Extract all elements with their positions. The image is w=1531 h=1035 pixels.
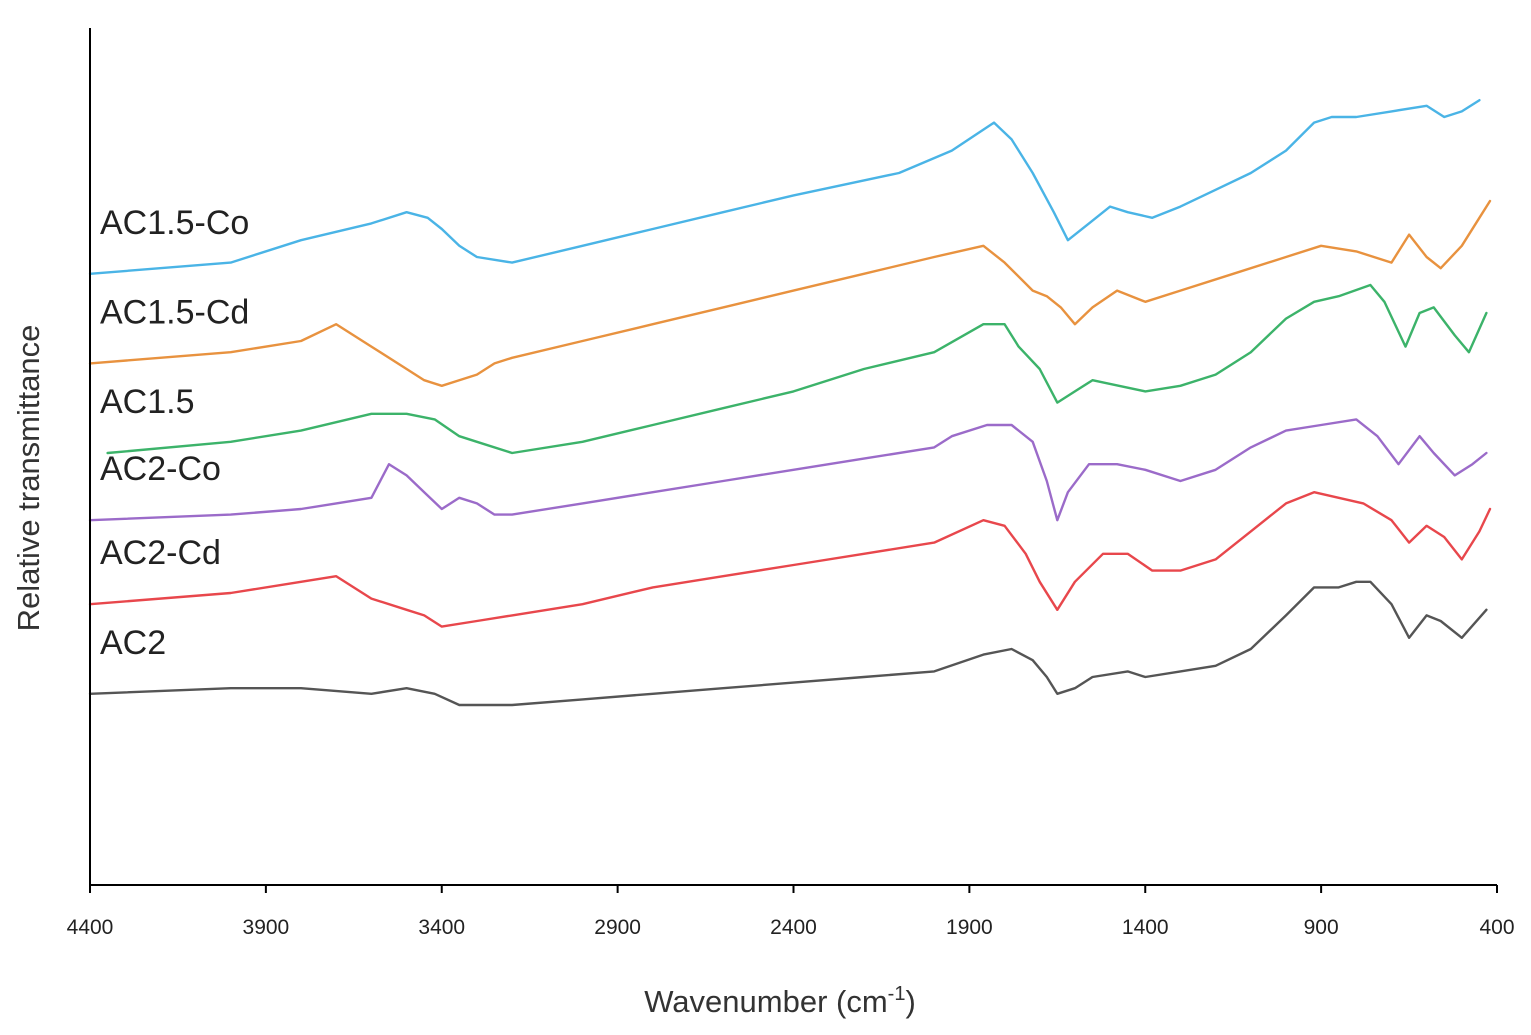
x-axis-title-superscript: -1 [888, 983, 906, 1005]
x-tick-label: 4400 [67, 916, 114, 939]
spectrum-line-ac2-cd [88, 491, 1492, 628]
x-tick-label: 3400 [418, 916, 465, 939]
y-axis-title: Relative transmittance [11, 325, 46, 632]
spectrum-line-ac1-5-cd [88, 199, 1492, 387]
x-axis-title: Wavenumber (cm-1) [644, 983, 916, 1019]
series-label: AC2-Cd [100, 534, 221, 572]
x-axis-title-main: Wavenumber (cm [644, 984, 887, 1019]
x-tick-label: 900 [1304, 916, 1339, 939]
x-tick-label: 400 [1479, 916, 1514, 939]
x-axis-title-suffix: ) [905, 984, 915, 1019]
x-axis-ticks: 4400 3900 3400 2900 2400 1900 1400 900 400 [67, 885, 1515, 939]
spectrum-line-ac1-5 [106, 283, 1488, 455]
x-tick-label: 2900 [594, 916, 641, 939]
spectrum-line-ac1-5-co [88, 99, 1481, 275]
x-tick-label: 1900 [946, 916, 993, 939]
series-label: AC2 [100, 624, 166, 662]
series-label: AC1.5-Cd [100, 293, 249, 331]
series-labels: AC1.5-Co AC1.5-Cd AC1.5 AC2-Co AC2-Cd AC2 [100, 204, 249, 662]
spectrum-line-ac2-co [88, 418, 1488, 522]
x-tick-label: 1400 [1122, 916, 1169, 939]
spectra-curves [88, 99, 1492, 707]
x-tick-label: 3900 [243, 916, 290, 939]
series-label: AC1.5 [100, 383, 195, 421]
spectrum-line-ac2 [88, 580, 1488, 707]
x-tick-label: 2400 [770, 916, 817, 939]
series-label: AC2-Co [100, 450, 221, 488]
series-label: AC1.5-Co [100, 204, 249, 242]
